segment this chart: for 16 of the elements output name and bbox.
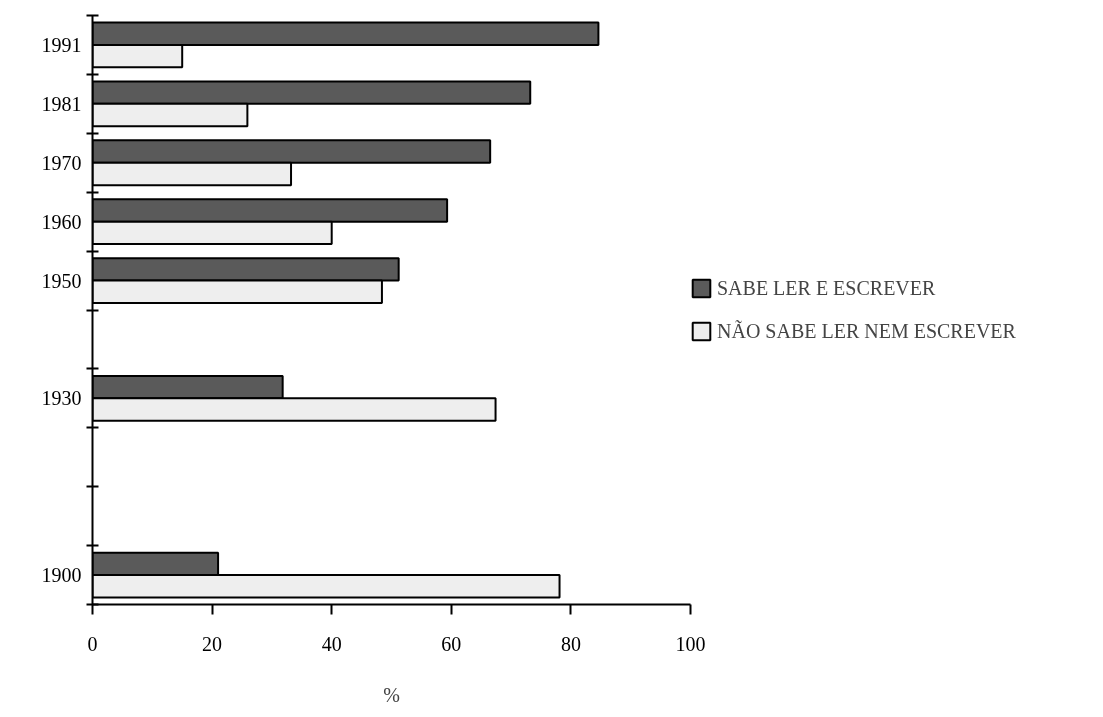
x-tick-label: 40 xyxy=(321,632,342,655)
y-tick-label: 1991 xyxy=(41,33,82,56)
y-tick-label: 1950 xyxy=(41,269,82,292)
y-tick-label: 1960 xyxy=(41,210,82,233)
legend-label: NÃO SABE LER NEM ESCREVER xyxy=(717,319,1016,343)
x-tick-label: 60 xyxy=(441,632,462,655)
x-tick-label: 100 xyxy=(675,632,706,655)
x-axis-title: % xyxy=(383,683,400,706)
y-tick-label: 1900 xyxy=(41,564,82,587)
legend-label: SABE LER E ESCREVER xyxy=(717,276,936,300)
x-tick-label: 80 xyxy=(560,632,581,655)
y-tick-label: 1930 xyxy=(41,387,82,410)
x-tick-label: 0 xyxy=(87,632,98,655)
x-tick-label: 20 xyxy=(202,632,223,655)
y-tick-label: 1970 xyxy=(41,151,82,174)
y-tick-label: 1981 xyxy=(41,92,82,115)
